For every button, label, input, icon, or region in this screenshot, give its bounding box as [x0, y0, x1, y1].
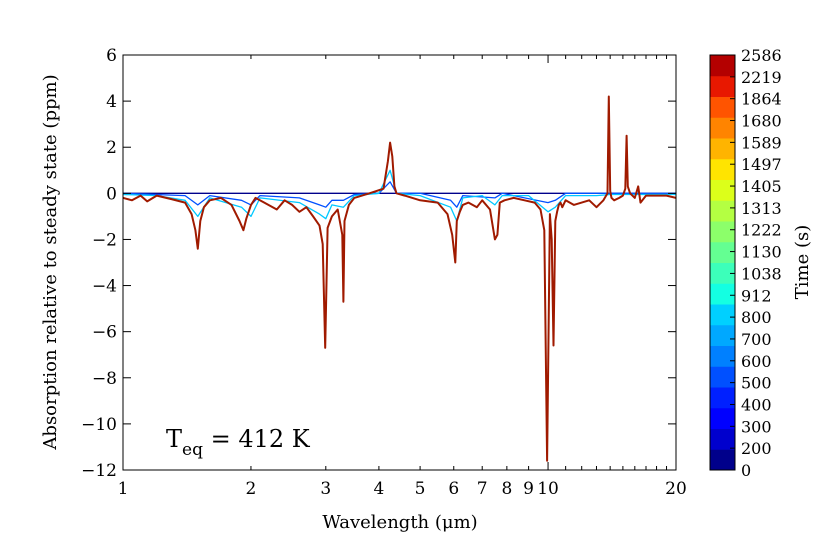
y-axis: −12 −10 −8 −6 −4 −2 0 2 4 6: [81, 46, 676, 481]
x-tick-label: 6: [448, 479, 459, 499]
y-tick-label: −12: [81, 461, 117, 481]
colorbar-segment: [710, 158, 735, 180]
colorbar-segment: [710, 304, 735, 326]
x-tick-label: 20: [665, 479, 687, 499]
colorbar-segment: [710, 200, 735, 222]
temperature-annotation: Teq = 412 K: [166, 425, 311, 460]
colorbar-tick-label: 400: [741, 395, 772, 414]
colorbar-tick-label: 1864: [741, 90, 782, 109]
colorbar-tick-label: 1680: [741, 112, 782, 131]
plot-frame: [122, 54, 677, 471]
colorbar-tick-label: 200: [741, 439, 772, 458]
colorbar-segment: [710, 241, 735, 263]
annotation-text: = 412 K: [203, 425, 311, 453]
series-layer: [123, 95, 676, 462]
colorbar-segment: [710, 117, 735, 139]
x-axis-label: Wavelength (μm): [322, 512, 477, 533]
y-tick-label: 2: [106, 138, 117, 158]
colorbar-tick-label: 800: [741, 308, 772, 327]
x-tick-label: 8: [501, 479, 512, 499]
y-axis-label: Absorption relative to steady state (ppm…: [40, 74, 61, 450]
x-tick-label: 4: [373, 479, 384, 499]
annotation-base: T: [166, 425, 182, 453]
x-tick-label: 7: [477, 479, 488, 499]
colorbar-tick-label: 1405: [741, 177, 782, 196]
colorbar-segment: [710, 221, 735, 243]
y-tick-label: 0: [106, 184, 117, 204]
colorbar-tick-label: 1038: [741, 264, 782, 283]
colorbar-segment: [710, 179, 735, 201]
colorbar-segment: [710, 366, 735, 388]
x-tick-label: 5: [415, 479, 426, 499]
annotation-subscript: eq: [182, 440, 203, 460]
y-tick-label: −8: [92, 369, 117, 389]
x-tick-label: 1: [118, 479, 129, 499]
colorbar-segment: [710, 138, 735, 160]
colorbar-frame: [709, 54, 736, 471]
colorbar-tick-label: 700: [741, 330, 772, 349]
colorbar-tick-label: 2586: [741, 46, 782, 65]
colorbar-tick-label: 1589: [741, 133, 782, 152]
x-axis: 1 2 3 4 5 6 7 8 9 10 20: [118, 55, 687, 499]
colorbar-segment: [710, 449, 735, 471]
colorbar-tick-label: 1497: [741, 155, 782, 174]
colorbar-label: Time (s): [792, 225, 813, 300]
colorbar-segment: [710, 262, 735, 284]
colorbar-segment: [710, 283, 735, 305]
x-tick-label: 10: [537, 479, 559, 499]
colorbar-segment: [710, 387, 735, 409]
y-tick-label: 4: [106, 92, 117, 112]
colorbar-tick-label: 0: [741, 461, 751, 480]
colorbar-tick-label: 300: [741, 417, 772, 436]
colorbar-segment: [710, 324, 735, 346]
colorbar-tick-label: 1130: [741, 243, 782, 262]
x-tick-label: 9: [523, 479, 534, 499]
plot-background: [123, 55, 676, 470]
y-tick-label: 6: [106, 46, 117, 66]
x-tick-label: 2: [246, 479, 257, 499]
x-tick-label: 3: [320, 479, 331, 499]
colorbar-tick-label: 1313: [741, 199, 782, 218]
colorbar: 0 200 300 400 500 600 700 800 912 1038 1130 1222 131…: [709, 46, 782, 480]
y-tick-label: −10: [81, 415, 117, 435]
colorbar-segment: [710, 345, 735, 367]
y-tick-label: −6: [92, 323, 117, 343]
y-tick-label: −4: [92, 277, 117, 297]
colorbar-tick-label: 912: [741, 286, 772, 305]
colorbar-tick-label: 500: [741, 374, 772, 393]
colorbar-segment: [710, 75, 735, 97]
colorbar-segment: [710, 407, 735, 429]
series-line-0: [123, 95, 676, 462]
colorbar-tick-label: 1222: [741, 221, 782, 240]
colorbar-tick-label: 2219: [741, 68, 782, 87]
colorbar-segment: [710, 428, 735, 450]
colorbar-segment: [710, 96, 735, 118]
colorbar-segment: [710, 55, 735, 77]
colorbar-tick-label: 600: [741, 352, 772, 371]
y-tick-label: −2: [92, 230, 117, 250]
